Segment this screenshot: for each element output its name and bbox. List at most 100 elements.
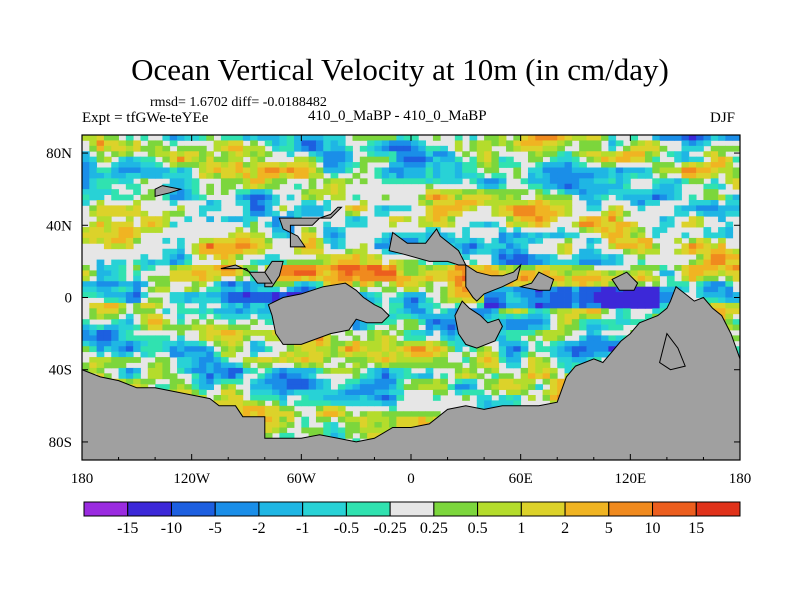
field-cell [542, 162, 551, 168]
field-cell [542, 362, 551, 369]
field-cell [359, 178, 368, 185]
field-cell [103, 216, 112, 223]
field-cell [498, 340, 507, 347]
x-tick-label: 0 [407, 471, 415, 487]
field-cell [257, 395, 266, 401]
field-cell [396, 357, 405, 363]
field-cell [308, 140, 317, 147]
field-cell [367, 422, 375, 428]
field-cell [411, 140, 419, 147]
field-cell [345, 270, 353, 277]
field-cell [557, 145, 565, 152]
field-cell [381, 140, 390, 147]
field-cell [286, 384, 295, 390]
field-cell [147, 227, 156, 233]
field-cell [549, 140, 558, 147]
field-cell [381, 265, 390, 271]
field-cell [301, 237, 310, 244]
field-cell [462, 200, 470, 206]
field-cell [601, 340, 609, 347]
field-cell [125, 227, 134, 233]
field-cell [630, 221, 639, 228]
field-cell [301, 416, 310, 423]
field-cell [367, 275, 375, 282]
field-cell [557, 135, 565, 141]
field-cell [279, 281, 288, 288]
field-cell [586, 167, 595, 174]
field-cell [513, 200, 522, 206]
field-cell [111, 227, 119, 233]
field-cell [89, 340, 98, 347]
field-cell [389, 319, 397, 325]
field-cell [191, 319, 200, 325]
field-cell [198, 135, 207, 141]
field-cell [520, 281, 529, 288]
field-cell [330, 172, 339, 179]
field-cell [206, 275, 214, 282]
field-cell [250, 378, 258, 385]
field-cell [264, 286, 273, 293]
field-cell [125, 292, 134, 298]
field-cell [96, 357, 105, 363]
field-cell [491, 243, 500, 250]
field-cell [374, 411, 383, 418]
field-cell [352, 389, 361, 396]
field-cell [315, 259, 324, 266]
field-cell [279, 378, 288, 385]
field-cell [213, 167, 222, 174]
field-cell [272, 145, 280, 152]
field-cell [286, 210, 295, 217]
field-cell [315, 265, 324, 271]
field-cell [198, 243, 207, 250]
field-cell [732, 335, 740, 342]
field-cell [718, 259, 726, 266]
field-cell [359, 205, 368, 212]
field-cell [564, 162, 573, 168]
field-cell [432, 395, 441, 401]
field-cell [586, 265, 595, 271]
field-cell [308, 178, 317, 185]
field-cell [440, 324, 448, 331]
field-cell [718, 302, 726, 309]
field-cell [96, 237, 105, 244]
field-cell [220, 183, 229, 190]
field-cell [257, 346, 266, 353]
field-cell [688, 248, 697, 255]
field-cell [162, 210, 171, 217]
field-cell [476, 140, 485, 147]
field-cell [155, 367, 163, 374]
field-cell [169, 135, 178, 141]
field-cell [330, 227, 339, 233]
field-cell [506, 378, 514, 385]
field-cell [330, 411, 339, 418]
field-cell [571, 259, 580, 266]
field-cell [96, 270, 105, 277]
land-polygon [659, 332, 686, 371]
field-cell [579, 254, 587, 260]
field-cell [549, 145, 558, 152]
field-cell [674, 151, 682, 158]
field-cell [323, 200, 331, 206]
field-cell [308, 248, 317, 255]
field-cell [359, 389, 368, 396]
field-cell [242, 357, 251, 363]
field-cell [111, 189, 119, 195]
field-cell [579, 265, 587, 271]
field-cell [564, 270, 573, 277]
field-cell [228, 292, 236, 298]
field-cell [257, 167, 266, 174]
field-cell [593, 216, 602, 223]
field-cell [557, 270, 565, 277]
field-cell [337, 194, 346, 201]
field-cell [710, 205, 719, 212]
field-cell [250, 389, 258, 396]
field-cell [688, 237, 697, 244]
field-cell [681, 167, 690, 174]
field-cell [411, 292, 419, 298]
field-cell [315, 275, 324, 282]
field-cell [637, 156, 646, 163]
field-cell [82, 194, 90, 201]
field-cell [279, 373, 288, 380]
field-cell [257, 189, 266, 195]
